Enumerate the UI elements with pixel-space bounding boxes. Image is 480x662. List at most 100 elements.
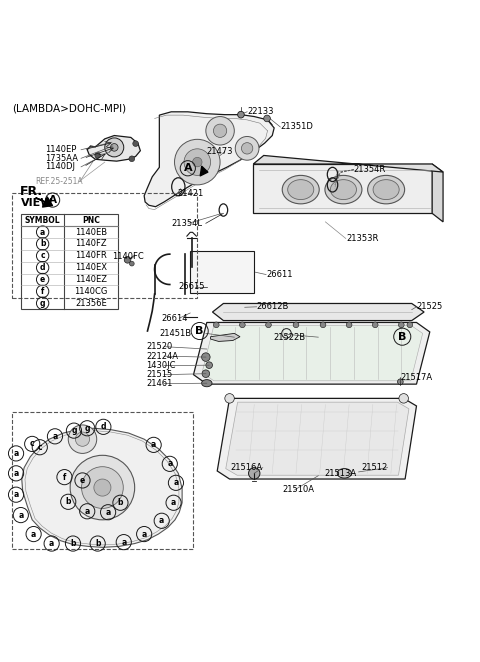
- Text: A: A: [183, 164, 192, 173]
- Text: 21356E: 21356E: [75, 299, 107, 308]
- Circle shape: [105, 138, 124, 157]
- Text: (LAMBDA>DOHC-MPI): (LAMBDA>DOHC-MPI): [12, 103, 126, 113]
- Text: B: B: [398, 332, 407, 342]
- Circle shape: [240, 322, 245, 328]
- Circle shape: [235, 136, 259, 160]
- Circle shape: [129, 156, 135, 162]
- Circle shape: [175, 139, 220, 185]
- Text: a: a: [13, 490, 19, 499]
- Text: REF.25-251A: REF.25-251A: [35, 177, 83, 185]
- Circle shape: [225, 394, 234, 403]
- Text: 21515: 21515: [146, 370, 173, 379]
- Text: 21513A: 21513A: [324, 469, 357, 478]
- Text: 21421: 21421: [178, 189, 204, 198]
- Ellipse shape: [337, 469, 351, 478]
- Text: 1140EZ: 1140EZ: [75, 275, 107, 284]
- Text: a: a: [49, 539, 54, 548]
- Text: c: c: [30, 440, 35, 448]
- Text: d: d: [101, 422, 106, 432]
- Circle shape: [133, 141, 138, 146]
- Circle shape: [124, 256, 131, 263]
- Polygon shape: [226, 402, 409, 475]
- Text: 1430JC: 1430JC: [146, 361, 176, 370]
- Circle shape: [95, 153, 100, 158]
- Circle shape: [293, 322, 299, 328]
- Polygon shape: [213, 303, 424, 320]
- Text: 26611: 26611: [266, 270, 293, 279]
- Text: 26614: 26614: [162, 314, 188, 322]
- Text: c: c: [37, 443, 42, 451]
- Text: b: b: [70, 539, 76, 548]
- Circle shape: [82, 467, 123, 508]
- Circle shape: [407, 322, 413, 328]
- Text: a: a: [106, 508, 111, 517]
- Text: g: g: [71, 426, 77, 435]
- Text: a: a: [159, 516, 164, 525]
- Text: a: a: [167, 459, 172, 468]
- Text: 1140FZ: 1140FZ: [75, 240, 107, 248]
- Text: 1140EP: 1140EP: [46, 145, 77, 154]
- Circle shape: [249, 467, 260, 479]
- Text: a: a: [31, 530, 36, 539]
- Text: 21516A: 21516A: [230, 463, 263, 472]
- Text: 21353R: 21353R: [347, 234, 379, 243]
- Text: a: a: [18, 510, 24, 520]
- Polygon shape: [193, 322, 430, 384]
- Text: PNC: PNC: [82, 216, 100, 224]
- Text: 21354R: 21354R: [354, 166, 386, 174]
- Circle shape: [202, 370, 210, 377]
- Text: d: d: [40, 263, 46, 272]
- Circle shape: [398, 322, 404, 328]
- Circle shape: [372, 322, 378, 328]
- Polygon shape: [211, 334, 240, 342]
- Polygon shape: [253, 164, 432, 213]
- Text: b: b: [40, 240, 46, 248]
- Circle shape: [238, 111, 244, 118]
- Polygon shape: [87, 136, 140, 161]
- Text: 22124A: 22124A: [146, 352, 179, 361]
- Text: FR.: FR.: [19, 185, 43, 199]
- Text: a: a: [40, 228, 45, 236]
- Ellipse shape: [330, 179, 357, 199]
- Circle shape: [320, 322, 326, 328]
- Circle shape: [346, 322, 352, 328]
- Text: a: a: [121, 538, 126, 547]
- Text: c: c: [40, 252, 45, 260]
- Ellipse shape: [202, 379, 212, 387]
- Text: 21522B: 21522B: [273, 333, 305, 342]
- Text: b: b: [65, 497, 71, 506]
- Text: a: a: [13, 469, 19, 478]
- FancyArrowPatch shape: [36, 197, 52, 207]
- Text: b: b: [95, 539, 100, 548]
- Text: a: a: [171, 498, 176, 507]
- Text: 21520: 21520: [146, 342, 173, 351]
- Polygon shape: [22, 428, 182, 547]
- Text: VIEW: VIEW: [21, 198, 53, 208]
- Circle shape: [397, 379, 403, 385]
- Circle shape: [70, 455, 135, 520]
- Text: B: B: [195, 326, 204, 336]
- Circle shape: [110, 144, 118, 151]
- Ellipse shape: [288, 179, 314, 199]
- Circle shape: [192, 158, 202, 167]
- Text: e: e: [80, 476, 85, 485]
- Text: 1140EX: 1140EX: [75, 263, 107, 272]
- Circle shape: [130, 261, 134, 266]
- Circle shape: [206, 117, 234, 145]
- Text: 21461: 21461: [146, 379, 173, 388]
- Text: 21510A: 21510A: [283, 485, 315, 495]
- Circle shape: [241, 142, 253, 154]
- Circle shape: [399, 394, 408, 403]
- Ellipse shape: [325, 175, 362, 204]
- Text: 1735AA: 1735AA: [46, 154, 78, 163]
- Text: 1140EB: 1140EB: [75, 228, 107, 236]
- Circle shape: [94, 479, 111, 496]
- Text: 21451B: 21451B: [159, 329, 192, 338]
- Circle shape: [202, 353, 210, 361]
- FancyArrowPatch shape: [200, 166, 208, 176]
- Text: 1140DJ: 1140DJ: [46, 162, 75, 171]
- Text: 21354L: 21354L: [171, 219, 202, 228]
- Circle shape: [68, 425, 96, 453]
- Circle shape: [206, 362, 213, 369]
- Text: 1140CG: 1140CG: [74, 287, 108, 296]
